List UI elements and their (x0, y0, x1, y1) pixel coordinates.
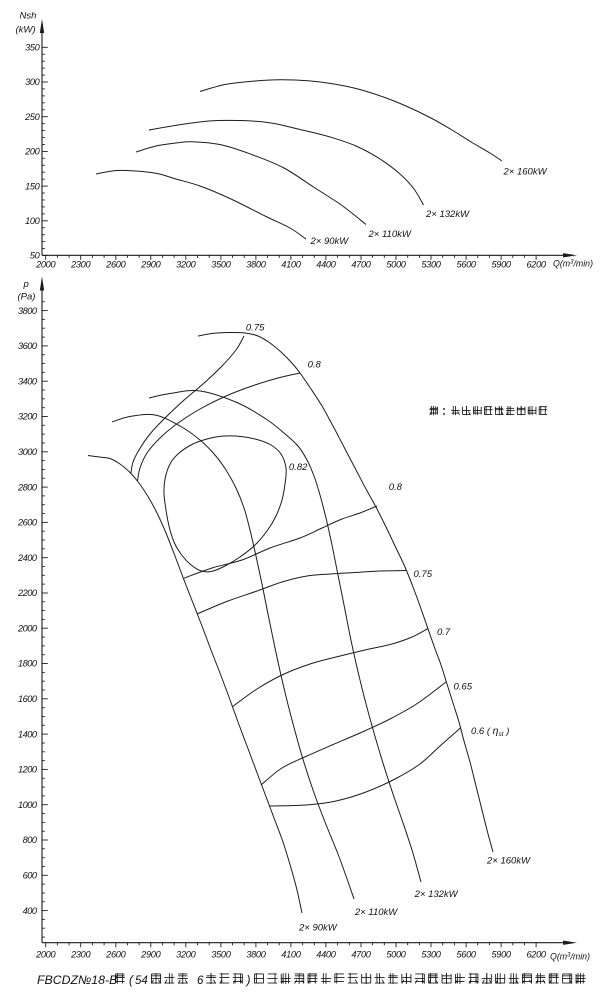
svg-text:2000: 2000 (17, 623, 38, 633)
svg-text:0.65: 0.65 (454, 682, 473, 693)
svg-text:3400: 3400 (18, 376, 38, 386)
svg-text:6: 6 (197, 975, 204, 987)
svg-text:4100: 4100 (281, 950, 301, 960)
svg-text:100: 100 (25, 216, 41, 226)
svg-text:2300: 2300 (70, 950, 91, 960)
svg-text:1000: 1000 (18, 800, 38, 810)
svg-text:1600: 1600 (18, 694, 38, 704)
svg-text:2× 110kW: 2× 110kW (354, 907, 398, 918)
svg-text:800: 800 (23, 835, 38, 845)
svg-text:2900: 2900 (140, 260, 161, 270)
svg-text:0.8: 0.8 (308, 360, 322, 371)
svg-text:0.75: 0.75 (246, 323, 265, 334)
svg-text:5300: 5300 (421, 950, 441, 960)
svg-text:3200: 3200 (176, 260, 196, 270)
svg-text:600: 600 (23, 871, 38, 881)
svg-text:2900: 2900 (140, 950, 161, 960)
svg-text:3500: 3500 (211, 950, 231, 960)
svg-text:(Pa): (Pa) (18, 292, 36, 303)
svg-text:5600: 5600 (456, 950, 476, 960)
svg-text:2× 160kW: 2× 160kW (486, 856, 531, 867)
svg-text:1200: 1200 (18, 765, 38, 775)
svg-text:(: ( (129, 973, 135, 987)
svg-text:2× 110kW: 2× 110kW (368, 229, 412, 240)
svg-text:3500: 3500 (211, 260, 231, 270)
svg-text:200: 200 (24, 147, 41, 157)
svg-text:Q(m3/min): Q(m3/min) (553, 259, 593, 269)
svg-text:2× 160kW: 2× 160kW (503, 167, 548, 178)
svg-text:54: 54 (135, 975, 148, 987)
svg-text:3800: 3800 (246, 260, 266, 270)
svg-text:4700: 4700 (351, 950, 371, 960)
svg-text:350: 350 (25, 43, 41, 53)
svg-text:3200: 3200 (176, 950, 196, 960)
svg-text:1400: 1400 (18, 729, 38, 739)
svg-text:4700: 4700 (351, 260, 371, 270)
svg-text:2000: 2000 (35, 260, 56, 270)
svg-text:150: 150 (25, 181, 41, 191)
svg-text:5900: 5900 (491, 260, 511, 270)
svg-text:1800: 1800 (18, 659, 38, 669)
svg-text:3600: 3600 (18, 341, 38, 351)
svg-text:2600: 2600 (105, 260, 126, 270)
svg-text:2600: 2600 (105, 950, 126, 960)
svg-text:50: 50 (30, 251, 41, 261)
svg-text:0.75: 0.75 (414, 569, 433, 580)
svg-text:2300: 2300 (70, 260, 91, 270)
svg-text:6200: 6200 (526, 260, 546, 270)
svg-text:(kW): (kW) (16, 25, 36, 36)
svg-text:4100: 4100 (281, 260, 301, 270)
svg-text:2400: 2400 (17, 553, 38, 563)
svg-text:0.82: 0.82 (289, 462, 308, 473)
svg-text:0.8: 0.8 (389, 482, 403, 493)
svg-text:4400: 4400 (316, 260, 336, 270)
svg-text:3000: 3000 (18, 447, 38, 457)
svg-text:3200: 3200 (18, 412, 38, 422)
svg-text:3800: 3800 (18, 306, 38, 316)
svg-text:5600: 5600 (456, 260, 476, 270)
svg-text:5000: 5000 (386, 260, 406, 270)
svg-text:4400: 4400 (316, 950, 336, 960)
svg-text:5000: 5000 (386, 950, 406, 960)
svg-text:Nsh: Nsh (20, 11, 37, 22)
svg-text:): ) (245, 973, 251, 987)
svg-text:2× 90kW: 2× 90kW (310, 236, 350, 247)
svg-text:2800: 2800 (17, 482, 38, 492)
svg-text:250: 250 (24, 112, 41, 122)
svg-text:FBCDZ№18-B: FBCDZ№18-B (37, 973, 117, 987)
svg-text:6200: 6200 (526, 950, 546, 960)
svg-text:2× 132kW: 2× 132kW (414, 889, 459, 900)
svg-text:3800: 3800 (246, 950, 266, 960)
svg-text:300: 300 (25, 77, 41, 87)
svg-text:p: p (23, 279, 29, 290)
svg-text:2000: 2000 (35, 950, 56, 960)
svg-text:2× 132kW: 2× 132kW (425, 209, 470, 220)
svg-text:2600: 2600 (17, 518, 38, 528)
svg-text:0.6 ( ηst ): 0.6 ( ηst ) (471, 725, 509, 738)
svg-text:2× 90kW: 2× 90kW (298, 923, 338, 934)
svg-text:2200: 2200 (17, 588, 38, 598)
svg-text:Q(m3/min): Q(m3/min) (550, 952, 590, 962)
svg-text:0.7: 0.7 (437, 627, 451, 638)
svg-text:5900: 5900 (491, 950, 511, 960)
svg-text:5300: 5300 (421, 260, 441, 270)
svg-text:400: 400 (23, 906, 38, 916)
